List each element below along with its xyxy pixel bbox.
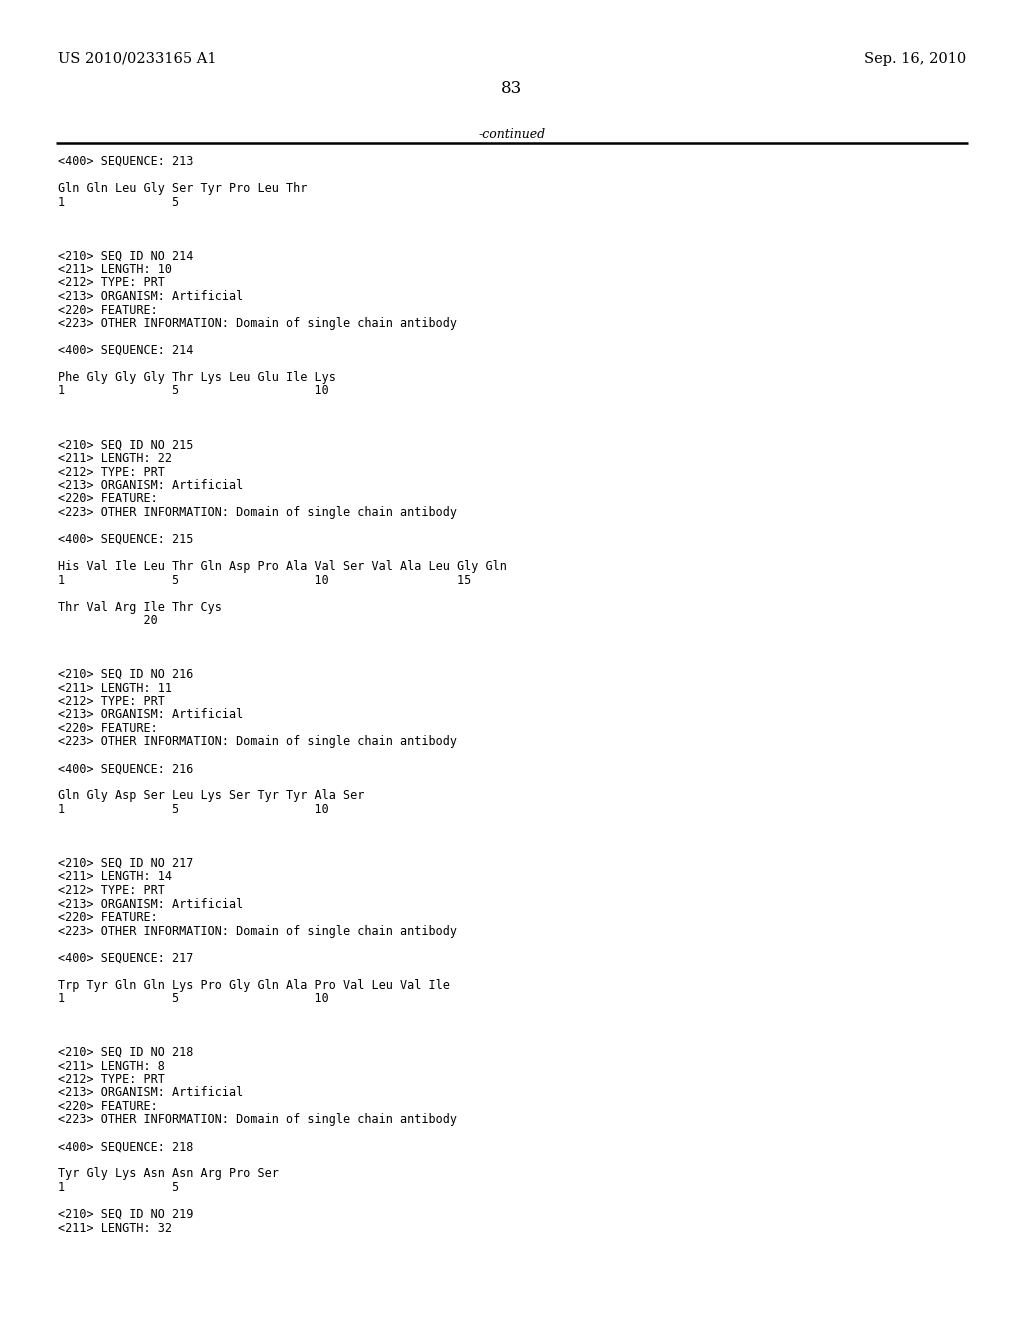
Text: <211> LENGTH: 8: <211> LENGTH: 8 — [58, 1060, 165, 1072]
Text: <400> SEQUENCE: 215: <400> SEQUENCE: 215 — [58, 533, 194, 546]
Text: 1               5: 1 5 — [58, 195, 179, 209]
Text: 1               5                   10: 1 5 10 — [58, 803, 329, 816]
Text: <213> ORGANISM: Artificial: <213> ORGANISM: Artificial — [58, 479, 244, 492]
Text: <223> OTHER INFORMATION: Domain of single chain antibody: <223> OTHER INFORMATION: Domain of singl… — [58, 924, 457, 937]
Text: 83: 83 — [502, 81, 522, 96]
Text: Sep. 16, 2010: Sep. 16, 2010 — [864, 51, 966, 66]
Text: <400> SEQUENCE: 213: <400> SEQUENCE: 213 — [58, 154, 194, 168]
Text: <210> SEQ ID NO 218: <210> SEQ ID NO 218 — [58, 1045, 194, 1059]
Text: <212> TYPE: PRT: <212> TYPE: PRT — [58, 466, 165, 479]
Text: <213> ORGANISM: Artificial: <213> ORGANISM: Artificial — [58, 1086, 244, 1100]
Text: <223> OTHER INFORMATION: Domain of single chain antibody: <223> OTHER INFORMATION: Domain of singl… — [58, 317, 457, 330]
Text: <223> OTHER INFORMATION: Domain of single chain antibody: <223> OTHER INFORMATION: Domain of singl… — [58, 1114, 457, 1126]
Text: 1               5                   10: 1 5 10 — [58, 993, 329, 1005]
Text: <212> TYPE: PRT: <212> TYPE: PRT — [58, 1073, 165, 1086]
Text: <211> LENGTH: 32: <211> LENGTH: 32 — [58, 1221, 172, 1234]
Text: His Val Ile Leu Thr Gln Asp Pro Ala Val Ser Val Ala Leu Gly Gln: His Val Ile Leu Thr Gln Asp Pro Ala Val … — [58, 560, 507, 573]
Text: <211> LENGTH: 10: <211> LENGTH: 10 — [58, 263, 172, 276]
Text: <400> SEQUENCE: 216: <400> SEQUENCE: 216 — [58, 763, 194, 776]
Text: <211> LENGTH: 14: <211> LENGTH: 14 — [58, 870, 172, 883]
Text: <223> OTHER INFORMATION: Domain of single chain antibody: <223> OTHER INFORMATION: Domain of singl… — [58, 506, 457, 519]
Text: 1               5                   10: 1 5 10 — [58, 384, 329, 397]
Text: 1               5                   10                  15: 1 5 10 15 — [58, 573, 471, 586]
Text: <211> LENGTH: 22: <211> LENGTH: 22 — [58, 451, 172, 465]
Text: -continued: -continued — [478, 128, 546, 141]
Text: <220> FEATURE:: <220> FEATURE: — [58, 911, 158, 924]
Text: 1               5: 1 5 — [58, 1181, 179, 1195]
Text: <212> TYPE: PRT: <212> TYPE: PRT — [58, 884, 165, 898]
Text: <210> SEQ ID NO 214: <210> SEQ ID NO 214 — [58, 249, 194, 263]
Text: Tyr Gly Lys Asn Asn Arg Pro Ser: Tyr Gly Lys Asn Asn Arg Pro Ser — [58, 1167, 279, 1180]
Text: US 2010/0233165 A1: US 2010/0233165 A1 — [58, 51, 216, 66]
Text: <210> SEQ ID NO 219: <210> SEQ ID NO 219 — [58, 1208, 194, 1221]
Text: Phe Gly Gly Gly Thr Lys Leu Glu Ile Lys: Phe Gly Gly Gly Thr Lys Leu Glu Ile Lys — [58, 371, 336, 384]
Text: Thr Val Arg Ile Thr Cys: Thr Val Arg Ile Thr Cys — [58, 601, 222, 614]
Text: <220> FEATURE:: <220> FEATURE: — [58, 722, 158, 735]
Text: <220> FEATURE:: <220> FEATURE: — [58, 304, 158, 317]
Text: Gln Gln Leu Gly Ser Tyr Pro Leu Thr: Gln Gln Leu Gly Ser Tyr Pro Leu Thr — [58, 182, 307, 195]
Text: <220> FEATURE:: <220> FEATURE: — [58, 1100, 158, 1113]
Text: <210> SEQ ID NO 215: <210> SEQ ID NO 215 — [58, 438, 194, 451]
Text: <213> ORGANISM: Artificial: <213> ORGANISM: Artificial — [58, 709, 244, 722]
Text: <212> TYPE: PRT: <212> TYPE: PRT — [58, 276, 165, 289]
Text: 20: 20 — [58, 614, 158, 627]
Text: <210> SEQ ID NO 217: <210> SEQ ID NO 217 — [58, 857, 194, 870]
Text: <213> ORGANISM: Artificial: <213> ORGANISM: Artificial — [58, 898, 244, 911]
Text: Gln Gly Asp Ser Leu Lys Ser Tyr Tyr Ala Ser: Gln Gly Asp Ser Leu Lys Ser Tyr Tyr Ala … — [58, 789, 365, 803]
Text: <220> FEATURE:: <220> FEATURE: — [58, 492, 158, 506]
Text: <400> SEQUENCE: 218: <400> SEQUENCE: 218 — [58, 1140, 194, 1154]
Text: <212> TYPE: PRT: <212> TYPE: PRT — [58, 696, 165, 708]
Text: <213> ORGANISM: Artificial: <213> ORGANISM: Artificial — [58, 290, 244, 304]
Text: <210> SEQ ID NO 216: <210> SEQ ID NO 216 — [58, 668, 194, 681]
Text: <400> SEQUENCE: 214: <400> SEQUENCE: 214 — [58, 345, 194, 356]
Text: <400> SEQUENCE: 217: <400> SEQUENCE: 217 — [58, 952, 194, 965]
Text: Trp Tyr Gln Gln Lys Pro Gly Gln Ala Pro Val Leu Val Ile: Trp Tyr Gln Gln Lys Pro Gly Gln Ala Pro … — [58, 978, 450, 991]
Text: <211> LENGTH: 11: <211> LENGTH: 11 — [58, 681, 172, 694]
Text: <223> OTHER INFORMATION: Domain of single chain antibody: <223> OTHER INFORMATION: Domain of singl… — [58, 735, 457, 748]
